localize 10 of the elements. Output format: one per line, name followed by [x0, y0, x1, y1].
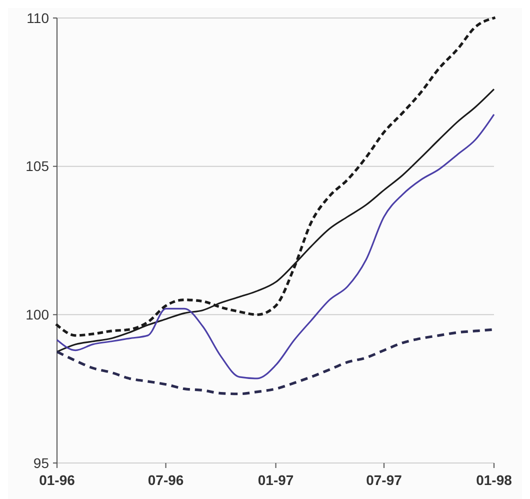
x-tick-label: 07-96	[148, 472, 184, 488]
x-tick-label: 01-97	[258, 472, 294, 488]
y-tick-label: 95	[33, 454, 50, 471]
line-series	[56, 114, 495, 380]
x-tick-label: 01-96	[39, 472, 76, 488]
x-tick-label: 01-98	[476, 472, 512, 488]
y-tick-label: 110	[26, 10, 50, 26]
x-tick-label: 07-97	[366, 472, 402, 488]
y-tick-label: 105	[26, 158, 50, 174]
y-tick-label: 100	[26, 306, 50, 323]
